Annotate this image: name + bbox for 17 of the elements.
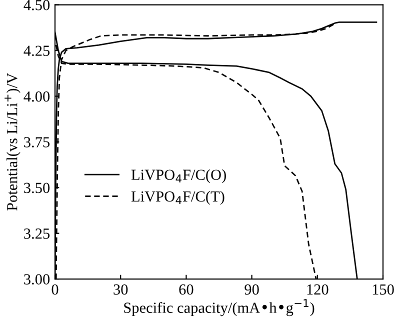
x-tick-label: 120	[307, 284, 328, 295]
x-tick-label: 150	[372, 284, 394, 295]
y-tick-label: 4.50	[24, 0, 50, 10]
x-tick-label: 60	[179, 284, 194, 295]
x-tick-label: 0	[52, 284, 58, 295]
legend-label: LiVPO$_{4}$F/C(O)	[131, 169, 226, 184]
legend-label: LiVPO$_{4}$F/C(T)	[131, 190, 224, 205]
x-tick-label: 90	[244, 284, 259, 295]
y-tick-label: 3.00	[24, 274, 50, 285]
y-tick-label: 4.25	[24, 46, 50, 56]
x-axis-title: Specific capacity/(mA•h•g$^{−1}$)	[124, 299, 314, 316]
y-tick-label: 4.00	[24, 91, 50, 102]
y-axis-title: Potential(vs Li/Li$^{+}$)/V	[4, 73, 20, 211]
x-tick-label: 30	[114, 284, 128, 295]
y-tick-label: 3.50	[24, 182, 50, 194]
y-tick-label: 3.75	[24, 137, 50, 148]
y-tick-label: 3.25	[24, 228, 50, 239]
